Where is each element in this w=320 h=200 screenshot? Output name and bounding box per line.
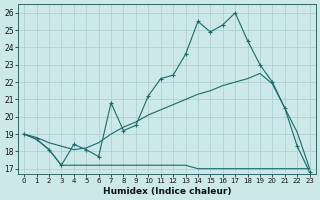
X-axis label: Humidex (Indice chaleur): Humidex (Indice chaleur) xyxy=(103,187,231,196)
